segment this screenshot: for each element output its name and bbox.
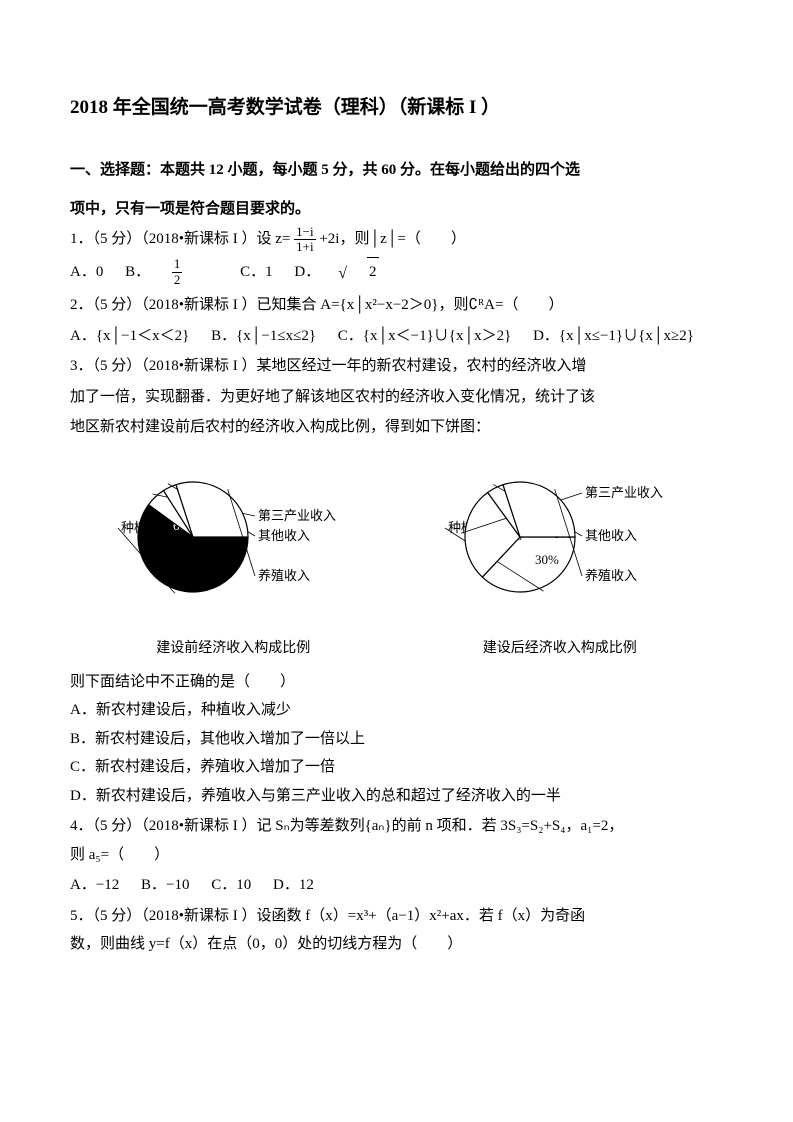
pie-chart-before: 种植收入60%第三产业收入6%其他收入4%养殖收入30% [103, 452, 363, 622]
question-4-line2: 则 a₅=（ ） [70, 841, 723, 870]
q1-optD: D．√2 [294, 264, 396, 280]
q4-options: A．−12 B．−10 C．10 D．12 [70, 871, 723, 900]
question-3-line3: 地区新农村建设前后农村的经济收入构成比例，得到如下饼图： [70, 413, 723, 442]
svg-text:30%: 30% [535, 552, 559, 567]
q2-options: A．{x│−1＜x＜2} B．{x│−1≤x≤2} C．{x│x＜−1}∪{x│… [70, 322, 723, 351]
question-3-line1: 3．（5 分）（2018•新课标 I ）某地区经过一年的新农村建设，农村的经济收… [70, 352, 723, 381]
q3-optC: C．新农村建设后，养殖收入增加了一倍 [70, 753, 723, 782]
svg-text:养殖收入: 养殖收入 [258, 568, 310, 583]
q1-frac-num: 1−i [294, 225, 315, 240]
q2-optD: D．{x│x≤−1}∪{x│x≥2} [533, 328, 694, 344]
chart-before: 种植收入60%第三产业收入6%其他收入4%养殖收入30% 建设前经济收入构成比例 [103, 452, 363, 663]
svg-text:30%: 30% [205, 550, 229, 565]
pie-charts-row: 种植收入60%第三产业收入6%其他收入4%养殖收入30% 建设前经济收入构成比例… [70, 452, 723, 663]
chart-after: 种植收入37%第三产业收入28%其他收入5%养殖收入30% 建设后经济收入构成比… [430, 452, 690, 663]
page-title: 2018 年全国统一高考数学试卷（理科）（新课标 I ） [70, 90, 723, 126]
q1-fraction: 1−i 1+i [294, 225, 315, 255]
caption-before: 建设前经济收入构成比例 [103, 636, 363, 663]
svg-text:第三产业收入: 第三产业收入 [585, 485, 663, 500]
q1-post: +2i，则│z│=（ ） [319, 231, 466, 247]
svg-text:第三产业收入: 第三产业收入 [258, 508, 336, 523]
svg-text:其他收入: 其他收入 [258, 528, 310, 543]
svg-text:其他收入: 其他收入 [585, 528, 637, 543]
q1-optC: C．1 [240, 264, 273, 280]
question-5-line1: 5．（5 分）（2018•新课标 I ）设函数 f（x）=x³+（a−1）x²+… [70, 902, 723, 931]
q4-optA: A．−12 [70, 877, 119, 893]
pie-chart-after: 种植收入37%第三产业收入28%其他收入5%养殖收入30% [430, 452, 690, 622]
svg-text:养殖收入: 养殖收入 [585, 568, 637, 583]
q4-optB: B．−10 [141, 877, 189, 893]
q1-optB: B． 1 2 [125, 264, 222, 280]
q2-optA: A．{x│−1＜x＜2} [70, 328, 189, 344]
section-heading-line2: 项中，只有一项是符合题目要求的。 [70, 195, 723, 224]
svg-text:种植收入: 种植收入 [121, 520, 173, 535]
q1-frac-den: 1+i [294, 240, 315, 254]
question-2: 2．（5 分）（2018•新课标 I ）已知集合 A={x│x²−x−2＞0}，… [70, 291, 723, 320]
q3-optD: D．新农村建设后，养殖收入与第三产业收入的总和超过了经济收入的一半 [70, 782, 723, 811]
q1-optA: A．0 [70, 264, 103, 280]
q3-optB: B．新农村建设后，其他收入增加了一倍以上 [70, 725, 723, 754]
caption-after: 建设后经济收入构成比例 [430, 636, 690, 663]
q1-options: A．0 B． 1 2 C．1 D．√2 [70, 257, 723, 289]
q2-optB: B．{x│−1≤x≤2} [211, 328, 316, 344]
question-4-line1: 4．（5 分）（2018•新课标 I ）记 Sₙ为等差数列{aₙ}的前 n 项和… [70, 812, 723, 841]
question-5-line2: 数，则曲线 y=f（x）在点（0，0）处的切线方程为（ ） [70, 930, 723, 959]
q1-pre: 1．（5 分）（2018•新课标 I ）设 z= [70, 231, 290, 247]
q4-optD: D．12 [273, 877, 314, 893]
question-3-line2: 加了一倍，实现翻番．为更好地了解该地区农村的经济收入变化情况，统计了该 [70, 383, 723, 412]
section-heading-line1: 一、选择题：本题共 12 小题，每小题 5 分，共 60 分。在每小题给出的四个… [70, 156, 723, 185]
q4-optC: C．10 [211, 877, 251, 893]
question-3-post: 则下面结论中不正确的是（ ） [70, 668, 723, 697]
question-1: 1．（5 分）（2018•新课标 I ）设 z= 1−i 1+i +2i，则│z… [70, 225, 723, 255]
q3-optA: A．新农村建设后，种植收入减少 [70, 696, 723, 725]
q2-optC: C．{x│x＜−1}∪{x│x＞2} [338, 328, 512, 344]
